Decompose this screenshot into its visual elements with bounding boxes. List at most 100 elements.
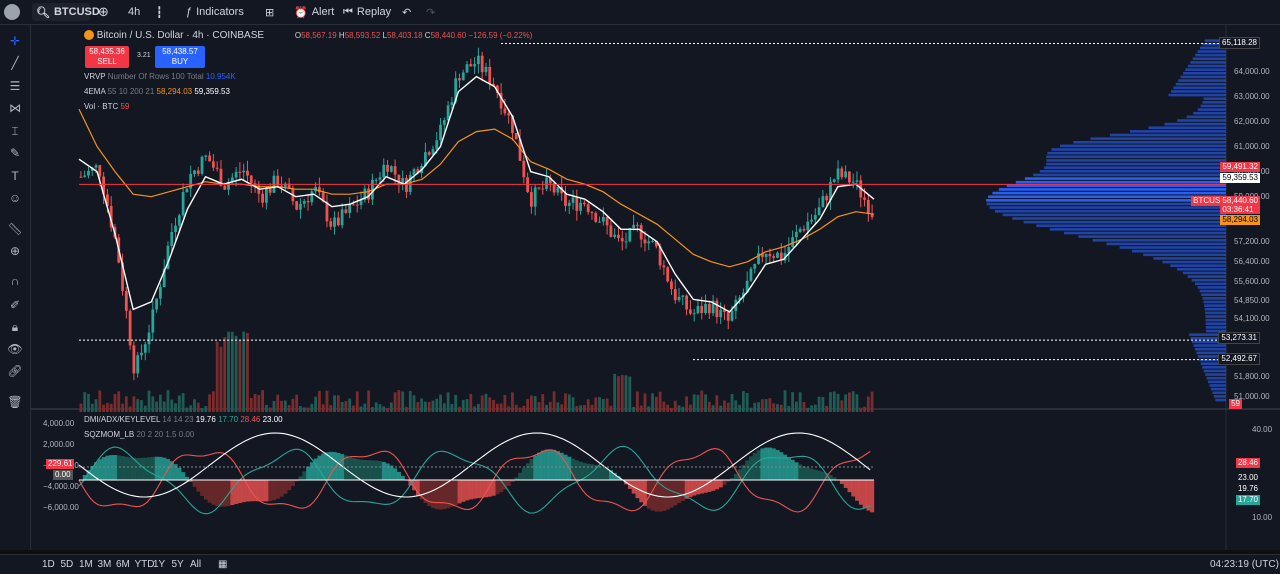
momentum-bar: [530, 459, 534, 480]
volume-bar: [288, 405, 291, 412]
volume-bar: [795, 402, 798, 412]
lock-icon[interactable]: 🔒︎: [6, 319, 24, 335]
volume-bar: [163, 402, 166, 412]
alert-button[interactable]: ⏰Alert: [294, 3, 334, 21]
undo-button[interactable]: ↶: [402, 3, 411, 21]
fib-icon[interactable]: ☰: [6, 78, 24, 94]
volume-bar: [454, 395, 457, 412]
brush-icon[interactable]: ✎: [6, 145, 24, 161]
calendar-icon[interactable]: ▦: [218, 559, 227, 570]
ruler-icon[interactable]: 📏︎: [6, 221, 24, 237]
volume-bar: [780, 405, 783, 412]
price-axis-label: 62,000.00: [1234, 117, 1270, 126]
candle-body: [579, 203, 582, 211]
link-icon[interactable]: 🔗︎: [6, 363, 24, 379]
volume-bar: [447, 392, 450, 412]
range-button-ytd[interactable]: YTD: [135, 559, 155, 570]
text-icon[interactable]: T: [6, 168, 24, 184]
magnet-icon[interactable]: ∩: [6, 273, 24, 289]
volume-profile-row: [1036, 224, 1226, 227]
momentum-bar: [477, 480, 481, 498]
emoji-icon[interactable]: ☺: [6, 190, 24, 206]
momentum-bar: [715, 480, 719, 489]
volume-bar: [538, 402, 541, 412]
zoom-icon[interactable]: ⊕: [6, 243, 24, 259]
candle-body: [693, 313, 696, 314]
momentum-bar: [431, 480, 435, 508]
pattern-icon[interactable]: ⋈: [6, 100, 24, 116]
volume-bar: [405, 407, 408, 412]
volume-bar: [659, 392, 662, 412]
momentum-bar: [367, 460, 371, 480]
symbol-search-button[interactable]: 🔍︎BTCUSD: [32, 3, 90, 21]
volume-bar: [265, 405, 268, 412]
candle-body: [375, 180, 378, 181]
volume-bar: [557, 402, 560, 412]
momentum-bar: [117, 455, 121, 480]
momentum-bar: [704, 480, 708, 493]
volume-profile-row: [1040, 170, 1226, 173]
volume-profile-row: [1183, 72, 1226, 75]
replay-button[interactable]: ⏮Replay: [343, 3, 391, 21]
range-button-3m[interactable]: 3M: [98, 559, 112, 570]
volume-bar: [610, 406, 613, 412]
lock-drawing-icon[interactable]: ✐: [6, 297, 24, 313]
price-axis-label: 55,600.00: [1234, 277, 1270, 286]
candle-body: [439, 125, 442, 140]
volume-profile-row: [1205, 308, 1226, 311]
candle-body: [95, 165, 98, 167]
utc-clock[interactable]: 04:23:19 (UTC): [1210, 559, 1279, 570]
osc-tag-green: 17.70: [1236, 495, 1260, 505]
osc-tag-left1: 229.61: [46, 459, 74, 469]
interval-button[interactable]: 4h: [128, 3, 140, 21]
momentum-bar: [787, 457, 791, 480]
symbol-label: BTCUSD: [54, 6, 100, 18]
volume-bar: [269, 408, 272, 412]
tag-last-price: 58,440.60: [1222, 196, 1258, 205]
momentum-bar: [480, 480, 484, 498]
candle-body: [575, 197, 578, 210]
candle-body: [772, 256, 775, 258]
tag-low2: 52,492.67: [1218, 353, 1260, 365]
user-avatar[interactable]: [4, 3, 24, 21]
volume-bar: [216, 342, 219, 412]
range-button-1m[interactable]: 1M: [79, 559, 93, 570]
volume-profile-row: [1198, 50, 1226, 53]
range-button-5y[interactable]: 5Y: [172, 559, 184, 570]
eye-icon[interactable]: 👁︎: [6, 341, 24, 357]
candle-body: [564, 193, 567, 206]
volume-bar: [545, 405, 548, 412]
add-symbol-button[interactable]: ⊕: [98, 3, 109, 21]
candle-body: [704, 304, 707, 313]
candle-body: [451, 102, 454, 105]
candle-body: [568, 203, 571, 206]
volume-bar: [337, 395, 340, 412]
momentum-bar: [299, 476, 303, 480]
volume-profile-row: [1044, 166, 1226, 169]
chart-type-button[interactable]: ┇: [156, 3, 163, 21]
range-button-1d[interactable]: 1D: [42, 559, 55, 570]
momentum-bar: [579, 462, 583, 480]
range-button-all[interactable]: All: [190, 559, 201, 570]
projection-icon[interactable]: ⌶: [6, 123, 24, 139]
candle-body: [159, 287, 162, 298]
momentum-bar: [291, 480, 295, 486]
redo-button[interactable]: ↷: [426, 3, 435, 21]
layouts-button[interactable]: ⊞: [265, 3, 274, 21]
volume-bar: [345, 401, 348, 412]
trash-icon[interactable]: 🗑︎: [6, 394, 24, 410]
range-button-5d[interactable]: 5D: [61, 559, 74, 570]
range-button-6m[interactable]: 6M: [116, 559, 130, 570]
volume-bar: [791, 392, 794, 412]
volume-bar: [572, 397, 575, 412]
volume-bar: [859, 408, 862, 412]
chart-pane[interactable]: Bitcoin / U.S. Dollar · 4h · COINBASE O5…: [31, 25, 1280, 550]
crosshair-icon[interactable]: ✛: [6, 33, 24, 49]
range-button-1y[interactable]: 1Y: [153, 559, 165, 570]
trendline-icon[interactable]: ╱: [6, 55, 24, 71]
volume-bar: [863, 407, 866, 412]
price-chart-svg[interactable]: [31, 25, 1280, 550]
